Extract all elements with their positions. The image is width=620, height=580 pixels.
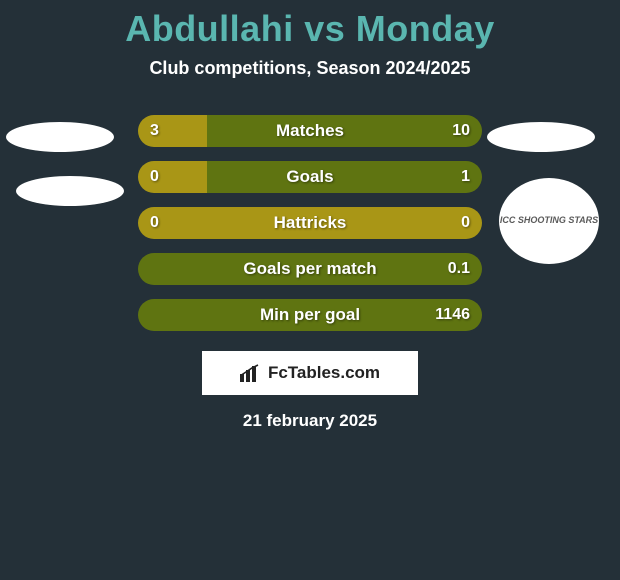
- title-player-1: Abdullahi: [125, 8, 294, 49]
- stat-label: Goals per match: [138, 253, 482, 285]
- stat-bar: 01Goals: [138, 161, 482, 193]
- team-badge: ICC SHOOTING STARS: [499, 178, 599, 264]
- stat-bar: 310Matches: [138, 115, 482, 147]
- stat-label: Hattricks: [138, 207, 482, 239]
- page-title: Abdullahi vs Monday: [0, 0, 620, 50]
- subtitle: Club competitions, Season 2024/2025: [0, 58, 620, 79]
- stat-label: Goals: [138, 161, 482, 193]
- stat-label: Min per goal: [138, 299, 482, 331]
- bars-icon: [240, 364, 262, 382]
- avatar: [16, 176, 124, 206]
- fctables-text: FcTables.com: [268, 363, 380, 383]
- title-player-2: Monday: [356, 8, 495, 49]
- avatar: [487, 122, 595, 152]
- date: 21 february 2025: [0, 411, 620, 431]
- stat-bar: 0.1Goals per match: [138, 253, 482, 285]
- stat-label: Matches: [138, 115, 482, 147]
- title-vs: vs: [304, 8, 345, 49]
- stat-bar: 00Hattricks: [138, 207, 482, 239]
- fctables-logo: FcTables.com: [202, 351, 418, 395]
- team-badge-text: ICC SHOOTING STARS: [500, 216, 598, 225]
- stat-bar: 1146Min per goal: [138, 299, 482, 331]
- avatar: [6, 122, 114, 152]
